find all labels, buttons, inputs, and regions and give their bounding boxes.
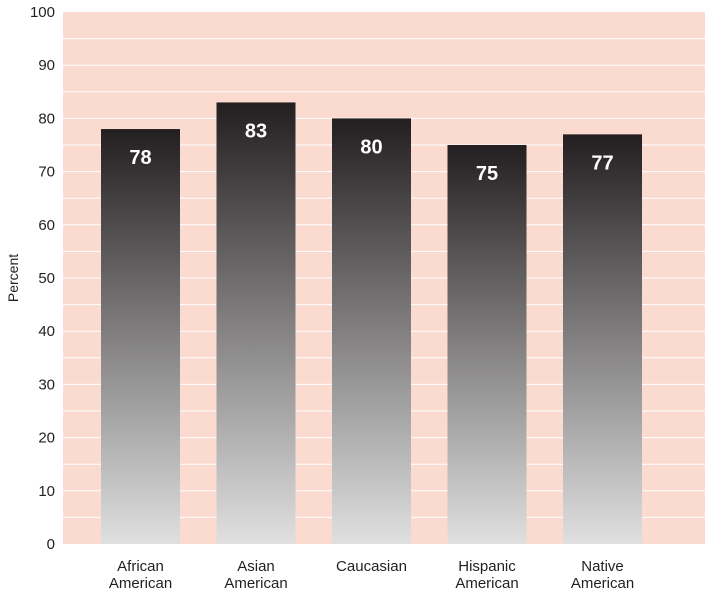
data-label: 80 [360, 136, 382, 158]
bar [216, 102, 296, 544]
bar [332, 118, 411, 545]
y-tick-label: 10 [38, 483, 55, 500]
bar [101, 129, 180, 545]
data-label: 77 [591, 152, 613, 174]
y-tick-label: 20 [38, 430, 55, 447]
y-axis-title: Percent [5, 254, 21, 302]
data-labels: 78 83 80 75 77 [129, 120, 613, 185]
y-axis-tick-labels: 0 10 20 30 40 50 60 70 80 90 100 [30, 4, 55, 553]
bar [563, 134, 642, 545]
data-label: 75 [476, 163, 498, 185]
data-label: 78 [129, 147, 151, 169]
bar [447, 145, 527, 544]
category-label: African American [109, 558, 172, 592]
data-label: 83 [245, 120, 267, 142]
y-tick-label: 70 [38, 164, 55, 181]
y-tick-label: 0 [47, 536, 55, 553]
category-label: Asian American [224, 558, 287, 592]
y-tick-label: 50 [38, 270, 55, 287]
category-label: Native American [571, 558, 634, 592]
category-label: Caucasian [336, 558, 407, 575]
category-label: Hispanic American [455, 558, 518, 592]
y-tick-label: 80 [38, 110, 55, 127]
bars [101, 102, 642, 545]
x-axis-category-labels: African American Asian American Caucasian His… [109, 558, 634, 592]
y-tick-label: 90 [38, 57, 55, 74]
y-tick-label: 30 [38, 376, 55, 393]
y-tick-label: 60 [38, 217, 55, 234]
y-tick-label: 40 [38, 323, 55, 340]
y-tick-label: 100 [30, 4, 55, 21]
